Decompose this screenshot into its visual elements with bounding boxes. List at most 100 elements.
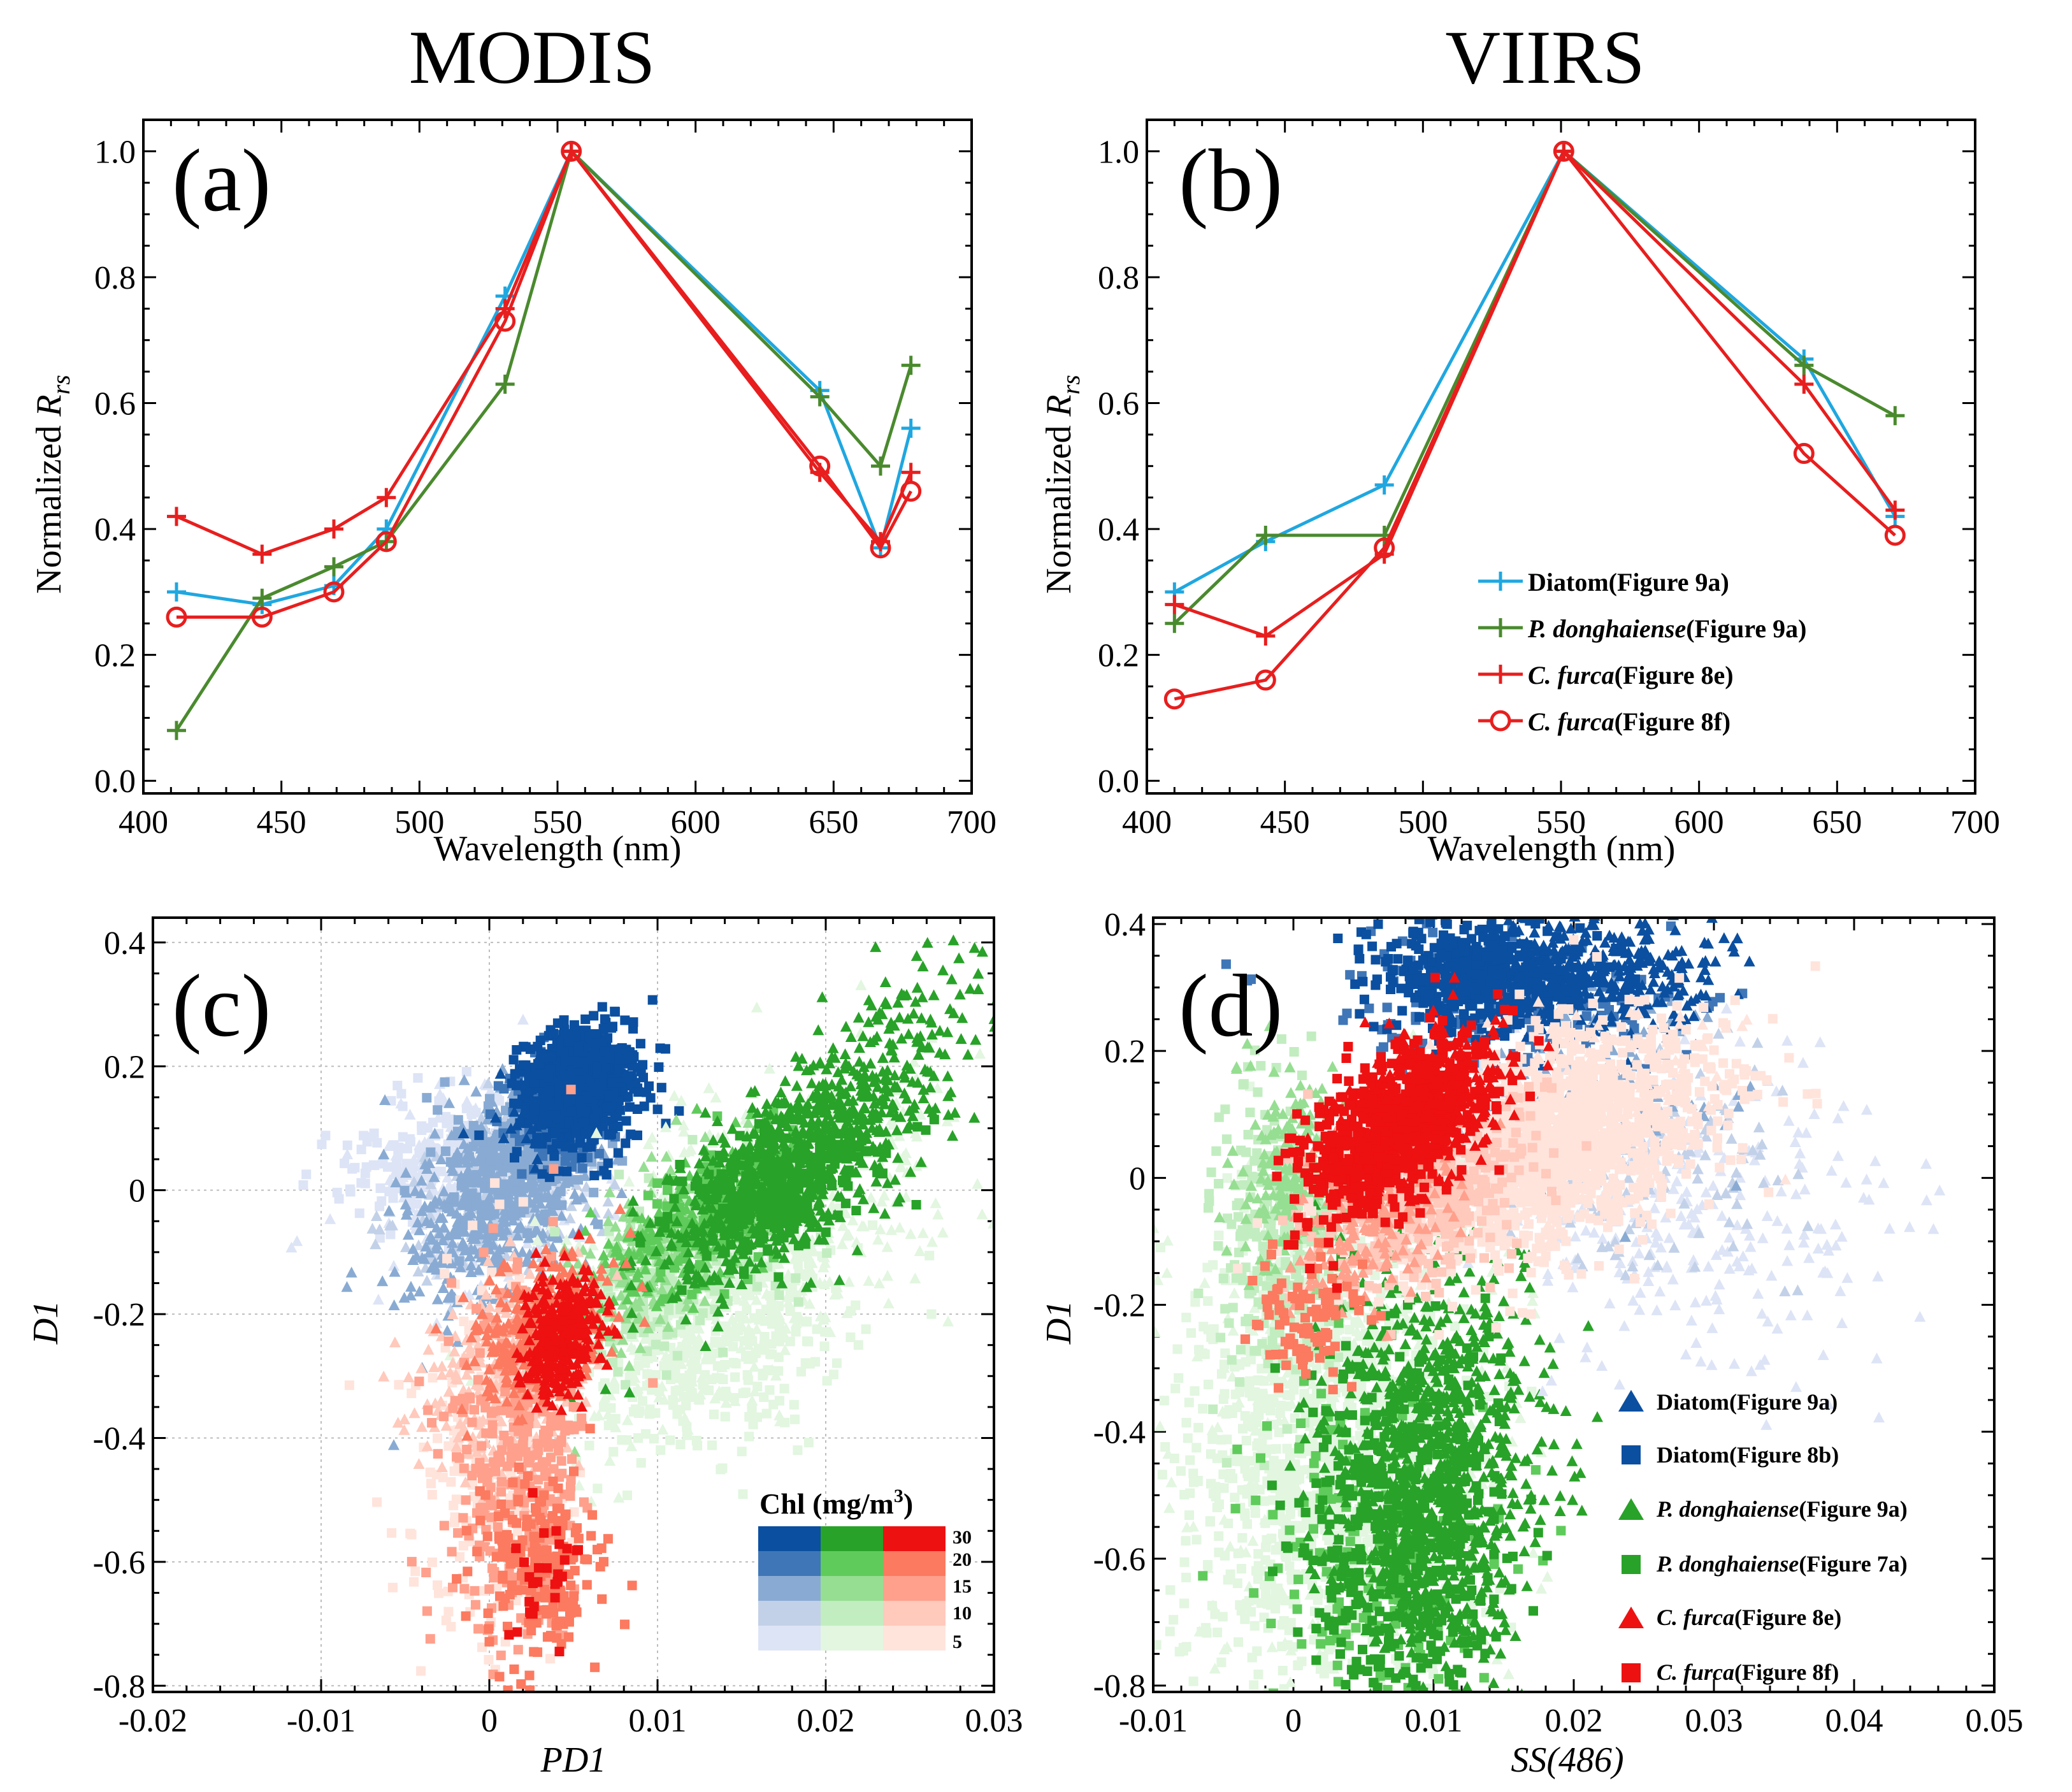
scatter-point-diatom-square: [595, 1081, 605, 1091]
series-point-a-3: [323, 581, 345, 603]
ylabel-r-b: R: [1039, 394, 1079, 417]
scatter-point-diatom-triangle: [371, 1210, 382, 1221]
scatter-point-diatom-square: [638, 1060, 648, 1070]
y-tick-label-a: 0.2: [94, 638, 136, 674]
series-line-b-3: [1174, 148, 1896, 701]
scatter-point-diatom-triangle: [407, 1243, 419, 1254]
scatter-point-pdong-square: [729, 1392, 739, 1403]
scatter-point-diatom-square: [342, 1140, 352, 1150]
scatter-point-pdong-triangle: [791, 1080, 803, 1091]
scatter-point-diatom-square: [375, 1183, 385, 1193]
legend-b-entry-pdong: P. donghaiense(Figure 9a): [1478, 614, 1806, 643]
scatter-point-diatom-square: [533, 1192, 543, 1202]
scatter-point-pdong-square: [793, 1445, 803, 1456]
scatter-point-pdong-square: [682, 1430, 692, 1440]
scatter-point-diatom-triangle: [470, 1085, 482, 1097]
scatter-point-diatom-square: [486, 1166, 496, 1176]
scatter-point-diatom-triangle: [413, 1239, 424, 1250]
x-tick-label-c: 0.03: [965, 1703, 1023, 1739]
scatter-point-pdong-square: [772, 1318, 782, 1328]
scatter-point-pdong-triangle: [843, 1276, 855, 1287]
scatter-point-diatom-triangle: [482, 1077, 494, 1088]
scatter-point-pdong-square: [774, 1290, 784, 1300]
scatter-point-pdong-square: [749, 1313, 759, 1323]
scatter-point-pdong-triangle: [916, 991, 928, 1002]
scatter-point-diatom-square: [362, 1137, 372, 1147]
x-axis-label-b: Wavelength (nm): [1428, 829, 1676, 869]
scatter-point-pdong-square: [728, 1357, 738, 1368]
scatter-point-diatom-square: [434, 1096, 444, 1106]
scatter-point-diatom-triangle: [512, 1222, 524, 1233]
scatter-point-pdong-square: [803, 1336, 814, 1347]
scatter-point-diatom-square: [577, 1153, 587, 1163]
y-tick-label-c: 0: [129, 1173, 145, 1210]
scatter-point-diatom-square: [589, 1011, 599, 1021]
scatter-point-diatom-square: [532, 1132, 542, 1143]
scatter-point-pdong-square: [721, 1324, 731, 1334]
scatter-point-pdong-triangle: [840, 1020, 852, 1032]
modis-title: MODIS: [409, 15, 656, 99]
scatter-point-pdong-square: [654, 1387, 665, 1396]
scatter-point-diatom-triangle: [377, 1275, 389, 1287]
scatter-point-pdong-square: [779, 1384, 789, 1394]
series-point-b-3: [1553, 140, 1574, 162]
scatter-point-pdong-triangle: [839, 1048, 851, 1059]
scatter-point-diatom-square: [474, 1130, 484, 1140]
scatter-point-diatom-triangle: [414, 1224, 426, 1236]
scatter-point-diatom-square: [486, 1155, 496, 1166]
scatter-point-diatom-square: [629, 1051, 639, 1062]
scatter-point-pdong-triangle: [955, 1033, 967, 1044]
scatter-point-diatom-square: [571, 1128, 581, 1138]
scatter-point-diatom-triangle: [412, 1217, 424, 1227]
scatter-point-diatom-square: [628, 1017, 638, 1027]
scatter-point-diatom-triangle: [498, 1229, 510, 1241]
ylabel-sub-b: rs: [1056, 375, 1085, 394]
scatter-point-pdong-square: [738, 1489, 748, 1499]
scatter-point-diatom-triangle: [388, 1439, 399, 1450]
scatter-point-diatom-triangle: [423, 1246, 435, 1258]
scatter-point-diatom-square: [526, 1115, 536, 1125]
scatter-point-pdong-square: [684, 1335, 694, 1345]
scatter-point-pdong-square: [831, 1358, 842, 1368]
scatter-point-pdong-triangle: [905, 1228, 917, 1239]
scatter-point-pdong-triangle: [914, 1245, 926, 1256]
scatter-point-diatom-triangle: [421, 1275, 433, 1286]
scatter-point-diatom-triangle: [372, 1294, 384, 1305]
y-tick-label-b: 0.8: [1098, 260, 1139, 296]
scatter-point-pdong-triangle: [972, 1178, 984, 1189]
scatter-point-diatom-square: [563, 1037, 573, 1047]
scatter-point-pdong-square: [785, 1336, 795, 1347]
scatter-point-diatom-square: [375, 1233, 385, 1243]
scatter-point-pdong-square: [700, 1384, 709, 1394]
scatter-point-pdong-square: [812, 1324, 822, 1334]
scatter-point-diatom-square: [440, 1146, 450, 1156]
scatter-point-pdong-triangle: [881, 1241, 893, 1252]
scatter-point-pdong-square: [665, 1435, 675, 1445]
scatter-point-pdong-square: [752, 1382, 763, 1392]
scatter-point-diatom-square: [621, 1138, 631, 1148]
scatter-point-pdong-triangle: [833, 1274, 845, 1285]
scatter-point-diatom-triangle: [521, 1253, 533, 1264]
scatter-point-pdong-square: [768, 1399, 779, 1410]
scatter-point-pdong-square: [717, 1463, 728, 1473]
scatter-point-diatom-triangle: [341, 1281, 353, 1292]
scatter-point-diatom-triangle: [409, 1185, 421, 1196]
scatter-point-pdong-triangle: [909, 1272, 921, 1283]
scatter-point-diatom-square: [481, 1200, 491, 1210]
scatter-point-pdong-triangle: [1000, 1166, 1011, 1177]
scatter-point-pdong-square: [766, 1299, 777, 1310]
panel-label-b: (b): [1179, 131, 1283, 230]
scatter-point-diatom-square: [574, 1075, 584, 1085]
x-tick-label-b: 700: [1950, 804, 2000, 841]
scatter-point-pdong-square: [793, 1259, 803, 1269]
scatter-point-diatom-square: [509, 1098, 519, 1108]
scatter-point-diatom-square: [391, 1159, 401, 1169]
ylabel-r-a: R: [29, 394, 69, 417]
scatter-point-diatom-square: [518, 1060, 528, 1070]
y-tick-label-c: -0.4: [93, 1420, 145, 1457]
scatter-point-pdong-square: [758, 1371, 768, 1381]
scatter-point-diatom-triangle: [389, 1266, 401, 1277]
scatter-point-pdong-triangle: [703, 1082, 715, 1094]
scatter-point-diatom-triangle: [442, 1324, 453, 1336]
scatter-point-diatom-triangle: [556, 1210, 568, 1221]
